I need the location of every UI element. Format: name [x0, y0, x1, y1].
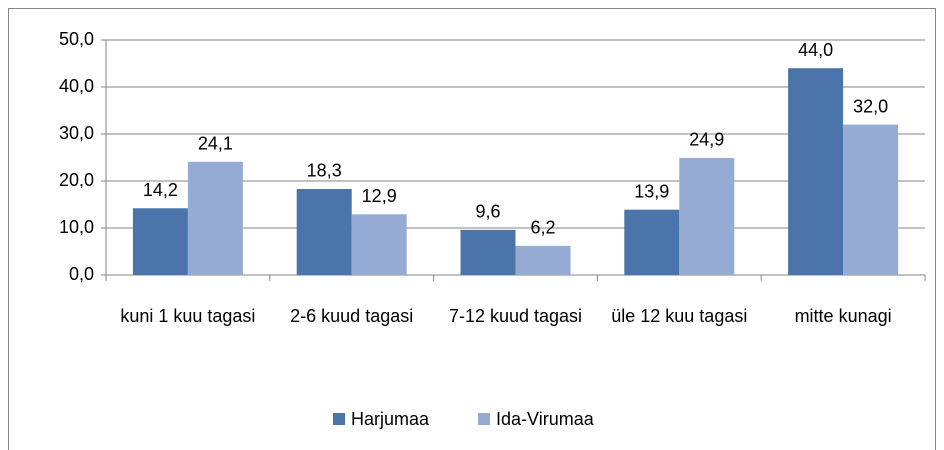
data-label: 44,0 [798, 40, 833, 60]
bar [843, 124, 899, 275]
x-tick-label: kuni 1 kuu tagasi [120, 306, 256, 326]
data-label: 12,9 [362, 186, 397, 206]
x-tick-label: mitte kunagi [794, 306, 892, 326]
x-tick-label: 7-12 kuud tagasi [448, 306, 583, 326]
data-label: 13,9 [634, 181, 669, 201]
y-tick-label: 20,0 [59, 170, 94, 190]
y-tick-label: 0,0 [69, 264, 94, 284]
data-label: 9,6 [475, 202, 500, 222]
bar [624, 209, 680, 275]
bar [788, 68, 844, 275]
bar [515, 245, 571, 275]
legend-label: Ida-Virumaa [496, 409, 595, 429]
legend-swatch [333, 413, 345, 425]
data-label: 14,2 [143, 180, 178, 200]
data-label: 32,0 [853, 96, 888, 116]
bar [132, 208, 188, 275]
bar [351, 214, 407, 275]
legend-swatch [478, 413, 490, 425]
x-tick-label: üle 12 kuu tagasi [611, 306, 748, 326]
data-label: 6,2 [530, 218, 555, 238]
bar [187, 161, 243, 275]
y-tick-label: 30,0 [59, 123, 94, 143]
data-label: 18,3 [307, 161, 342, 181]
bar [296, 188, 352, 275]
bar [679, 157, 735, 275]
y-tick-label: 10,0 [59, 217, 94, 237]
chart-border [8, 8, 936, 450]
y-tick-label: 50,0 [59, 29, 94, 49]
legend-label: Harjumaa [351, 409, 430, 429]
x-tick-label: 2-6 kuud tagasi [290, 306, 414, 326]
data-label: 24,9 [689, 130, 724, 150]
bar [460, 229, 516, 275]
data-label: 24,1 [198, 133, 233, 153]
y-tick-label: 40,0 [59, 76, 94, 96]
